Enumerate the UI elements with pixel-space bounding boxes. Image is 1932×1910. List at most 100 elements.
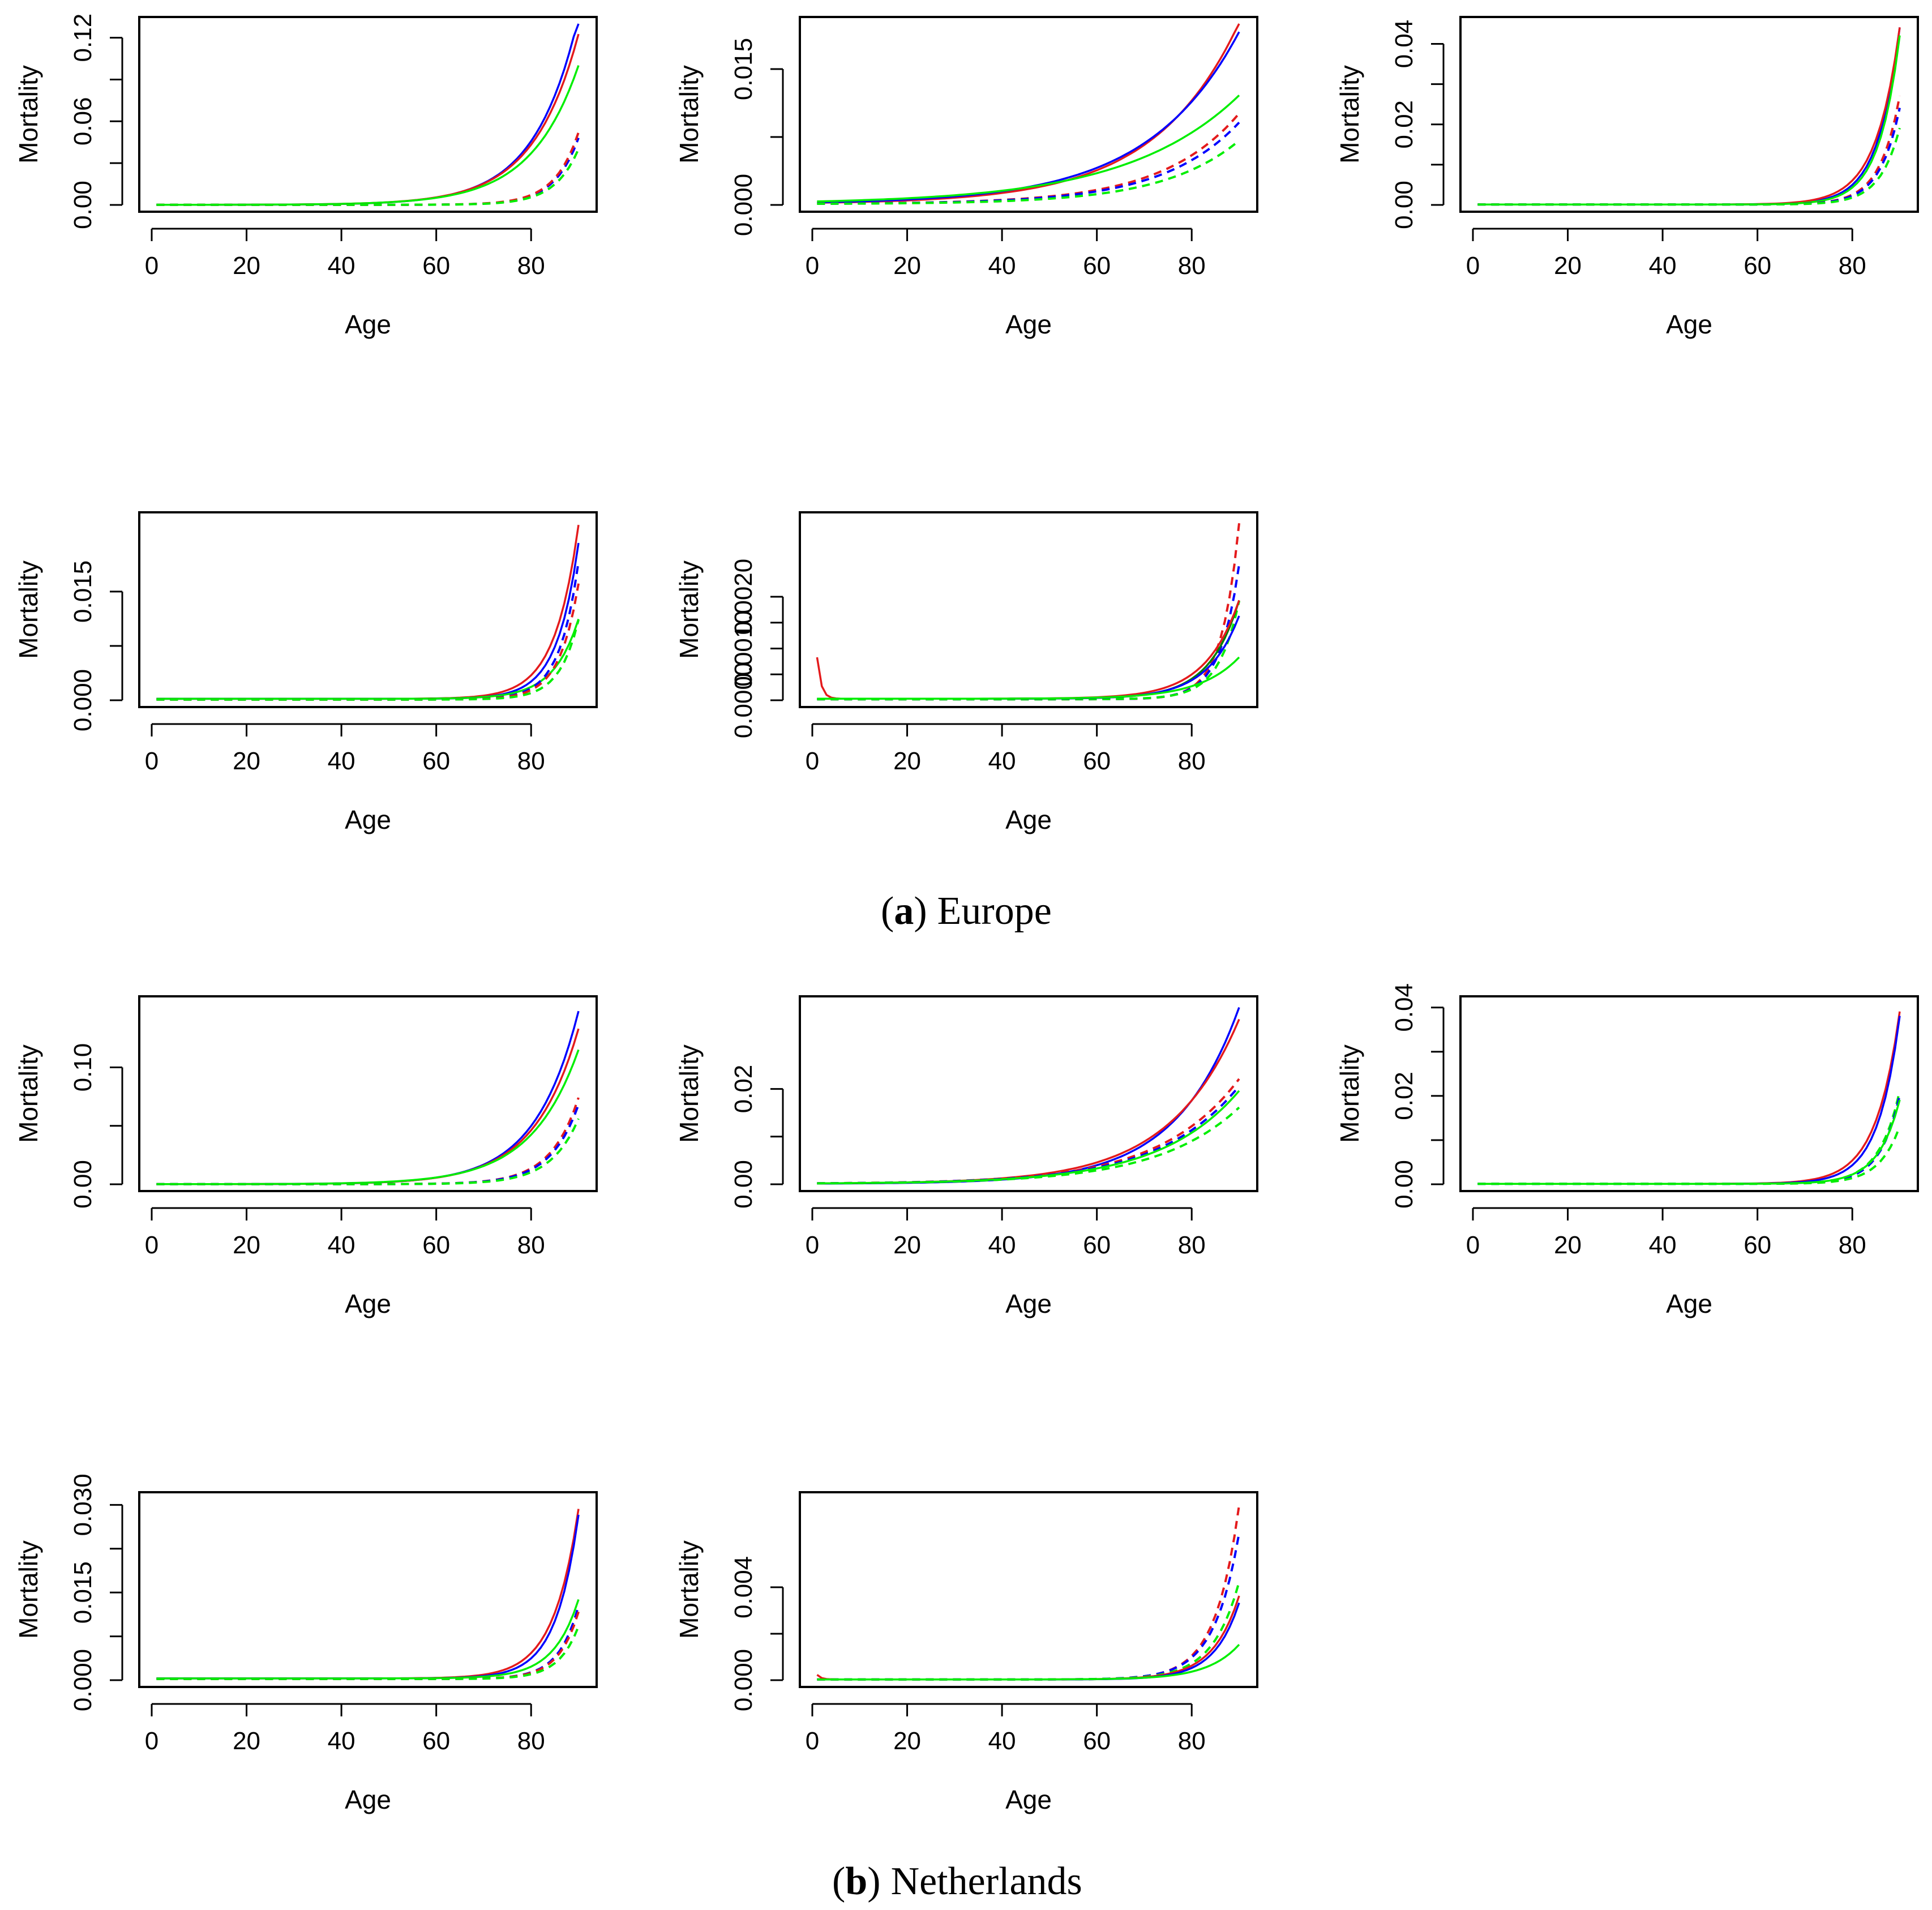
x-tick-label: 20	[1554, 1231, 1582, 1259]
series-dashed-blue	[1477, 108, 1901, 206]
y-tick-label: 0.000	[730, 1649, 757, 1711]
series-solid-green	[817, 1643, 1240, 1681]
series-dashed-blue	[817, 1532, 1240, 1681]
x-tick-label: 60	[422, 1727, 450, 1755]
y-tick-label: 0.00	[1390, 181, 1418, 229]
y-tick-label: 0.04	[1390, 983, 1418, 1032]
series-solid-red	[817, 23, 1240, 204]
x-tick-label: 60	[1743, 252, 1771, 280]
x-tick-label: 20	[893, 1727, 921, 1755]
series-solid-red	[156, 524, 580, 700]
y-tick-label: 0.0020	[730, 559, 757, 635]
series-dashed-blue	[817, 122, 1240, 205]
x-tick-label: 40	[328, 252, 355, 280]
x-tick-label: 80	[517, 747, 545, 775]
series-solid-green	[817, 1090, 1240, 1185]
x-tick-label: 80	[517, 1727, 545, 1755]
series-dashed-red	[817, 113, 1240, 205]
series-solid-blue	[817, 1007, 1240, 1185]
series-dashed-blue	[156, 137, 580, 206]
series-dashed-green	[817, 139, 1240, 205]
x-tick-label: 40	[1649, 252, 1677, 280]
series-solid-red	[156, 1028, 580, 1185]
x-tick-label: 40	[328, 1231, 355, 1259]
y-tick-label: 0.015	[69, 560, 97, 623]
y-tick-label: 0.0000	[730, 662, 757, 739]
x-tick-label: 80	[1178, 1727, 1206, 1755]
y-tick-label: 0.015	[730, 38, 757, 100]
y-tick-label: 0.02	[730, 1065, 757, 1114]
series-dashed-red	[156, 583, 580, 701]
caption-netherlands: (b) Netherlands	[832, 1860, 1082, 1903]
chart-europe-1: 0 20 40 60 80 Age 0.00 0.06 0.12 Mortality	[14, 14, 598, 339]
x-tick-label: 40	[328, 747, 355, 775]
series-dashed-green	[1477, 127, 1901, 206]
plot-frame	[1459, 16, 1919, 213]
series-solid-red	[156, 33, 580, 206]
x-tick-label: 0	[806, 747, 819, 775]
x-tick-label: 0	[1466, 252, 1480, 280]
series-solid-blue	[156, 1514, 580, 1680]
plot-frame	[799, 995, 1258, 1192]
y-axis-title: Mortality	[1335, 65, 1364, 164]
series-dashed-blue	[156, 562, 580, 701]
plot-frame	[799, 1491, 1258, 1688]
x-axis-title: Age	[1005, 1289, 1052, 1318]
series-dashed-green	[156, 1626, 580, 1680]
series-solid-blue	[1477, 1016, 1901, 1185]
y-tick-label: 0.02	[1390, 1072, 1418, 1120]
x-tick-label: 60	[1083, 1231, 1111, 1259]
x-tick-label: 0	[145, 252, 158, 280]
x-tick-label: 0	[145, 747, 158, 775]
y-axis-title: Mortality	[674, 560, 704, 659]
series-solid-green	[817, 656, 1240, 700]
y-tick-label: 0.004	[730, 1556, 757, 1618]
x-tick-label: 20	[1554, 252, 1582, 280]
x-axis-title: Age	[1666, 310, 1712, 339]
x-tick-label: 60	[422, 252, 450, 280]
x-tick-label: 80	[1178, 747, 1206, 775]
x-tick-label: 20	[893, 747, 921, 775]
x-tick-label: 20	[233, 747, 260, 775]
series-solid-red	[1477, 27, 1901, 206]
x-tick-label: 20	[893, 1231, 921, 1259]
plot-frame	[1459, 995, 1919, 1192]
x-tick-label: 0	[1466, 1231, 1480, 1259]
x-axis-title: Age	[1005, 1785, 1052, 1814]
x-tick-label: 80	[1178, 252, 1206, 280]
y-axis-title: Mortality	[14, 560, 43, 659]
x-tick-label: 80	[1178, 1231, 1206, 1259]
series-dashed-red	[817, 1078, 1240, 1185]
y-axis-title: Mortality	[14, 65, 43, 164]
series-solid-green	[817, 95, 1240, 203]
series-solid-green	[156, 65, 580, 206]
y-tick-label: 0.06	[69, 97, 97, 145]
plot-frame	[138, 1491, 598, 1688]
plot-frame	[138, 511, 598, 708]
chart-netherlands-5: 0 20 40 60 80 Age 0.000 0.004 Mortality	[674, 1491, 1258, 1814]
x-axis-title: Age	[1005, 310, 1052, 339]
plots-layer: 0 20 40 60 80 Age 0.00 0.06 0.12 Mortality 0 20 40 60…	[14, 14, 1919, 1814]
series-solid-green	[156, 1049, 580, 1185]
y-tick-label: 0.02	[1390, 100, 1418, 149]
series-solid-blue	[1477, 27, 1901, 206]
series-dashed-blue	[1477, 1095, 1901, 1185]
series-dashed-green	[817, 1106, 1240, 1185]
y-tick-label: 0.12	[69, 14, 97, 62]
x-tick-label: 0	[806, 252, 819, 280]
series-solid-blue	[156, 23, 580, 206]
chart-netherlands-1: 0 20 40 60 80 Age 0.00 0.10 Mortality	[14, 995, 598, 1318]
x-tick-label: 60	[422, 1231, 450, 1259]
x-axis-title: Age	[345, 1785, 391, 1814]
x-tick-label: 20	[233, 252, 260, 280]
y-tick-label: 0.00	[730, 1160, 757, 1209]
chart-europe-2: 0 20 40 60 80 Age 0.000 0.015 Mortality	[674, 16, 1258, 339]
series-solid-green	[1477, 35, 1901, 206]
plot-frame	[138, 16, 598, 213]
x-tick-label: 80	[1839, 252, 1866, 280]
y-tick-label: 0.000	[69, 1649, 97, 1711]
x-tick-label: 60	[1083, 1727, 1111, 1755]
series-solid-blue	[156, 1010, 580, 1185]
